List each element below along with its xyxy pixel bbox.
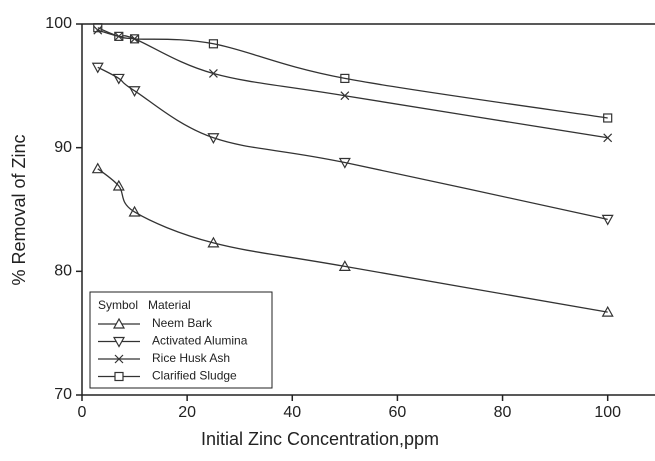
- data-point: [207, 236, 220, 248]
- y-tick-label: 70: [54, 386, 72, 403]
- legend-header: Material: [148, 298, 191, 312]
- data-point: [603, 133, 613, 143]
- series-line: [97, 66, 608, 221]
- data-point: [93, 25, 103, 35]
- y-tick-label: 80: [54, 263, 72, 280]
- x-tick-label: 0: [78, 404, 87, 421]
- legend-marker: [114, 354, 124, 364]
- x-axis-label: Initial Zinc Concentration,ppm: [201, 429, 439, 449]
- data-point: [112, 73, 125, 85]
- data-point: [93, 23, 103, 33]
- x-tick-label: 100: [594, 404, 621, 421]
- series-line: [97, 168, 608, 313]
- data-point: [338, 260, 351, 271]
- data-point: [601, 305, 614, 317]
- data-point: [114, 31, 124, 41]
- legend-label: Rice Husk Ash: [152, 351, 230, 365]
- data-point: [601, 214, 614, 226]
- data-point: [207, 133, 220, 145]
- data-point: [340, 73, 350, 84]
- data-point: [340, 91, 350, 101]
- y-axis-label: % Removal of Zinc: [9, 134, 29, 285]
- legend-marker: [114, 371, 124, 382]
- data-point: [338, 157, 351, 169]
- legend-marker: [112, 336, 126, 348]
- data-point: [128, 86, 141, 98]
- legend-marker: [112, 317, 126, 329]
- series-line: [97, 27, 608, 119]
- legend-header: Symbol: [98, 298, 138, 312]
- data-point: [112, 179, 125, 191]
- data-point: [603, 113, 613, 123]
- data-point: [91, 62, 104, 74]
- legend-label: Clarified Sludge: [152, 369, 237, 383]
- y-tick-label: 100: [45, 15, 72, 32]
- x-tick-label: 20: [178, 404, 196, 421]
- data-point: [91, 162, 104, 174]
- legend-label: Activated Alumina: [152, 334, 248, 348]
- x-tick-label: 60: [389, 404, 407, 421]
- x-tick-label: 80: [494, 404, 512, 421]
- data-point: [129, 34, 140, 44]
- data-point: [128, 205, 141, 217]
- legend-label: Neem Bark: [152, 316, 213, 330]
- data-point: [208, 39, 219, 49]
- series-line: [97, 29, 608, 139]
- y-tick-label: 90: [54, 139, 72, 156]
- x-tick-label: 40: [283, 404, 301, 421]
- data-point: [208, 69, 218, 78]
